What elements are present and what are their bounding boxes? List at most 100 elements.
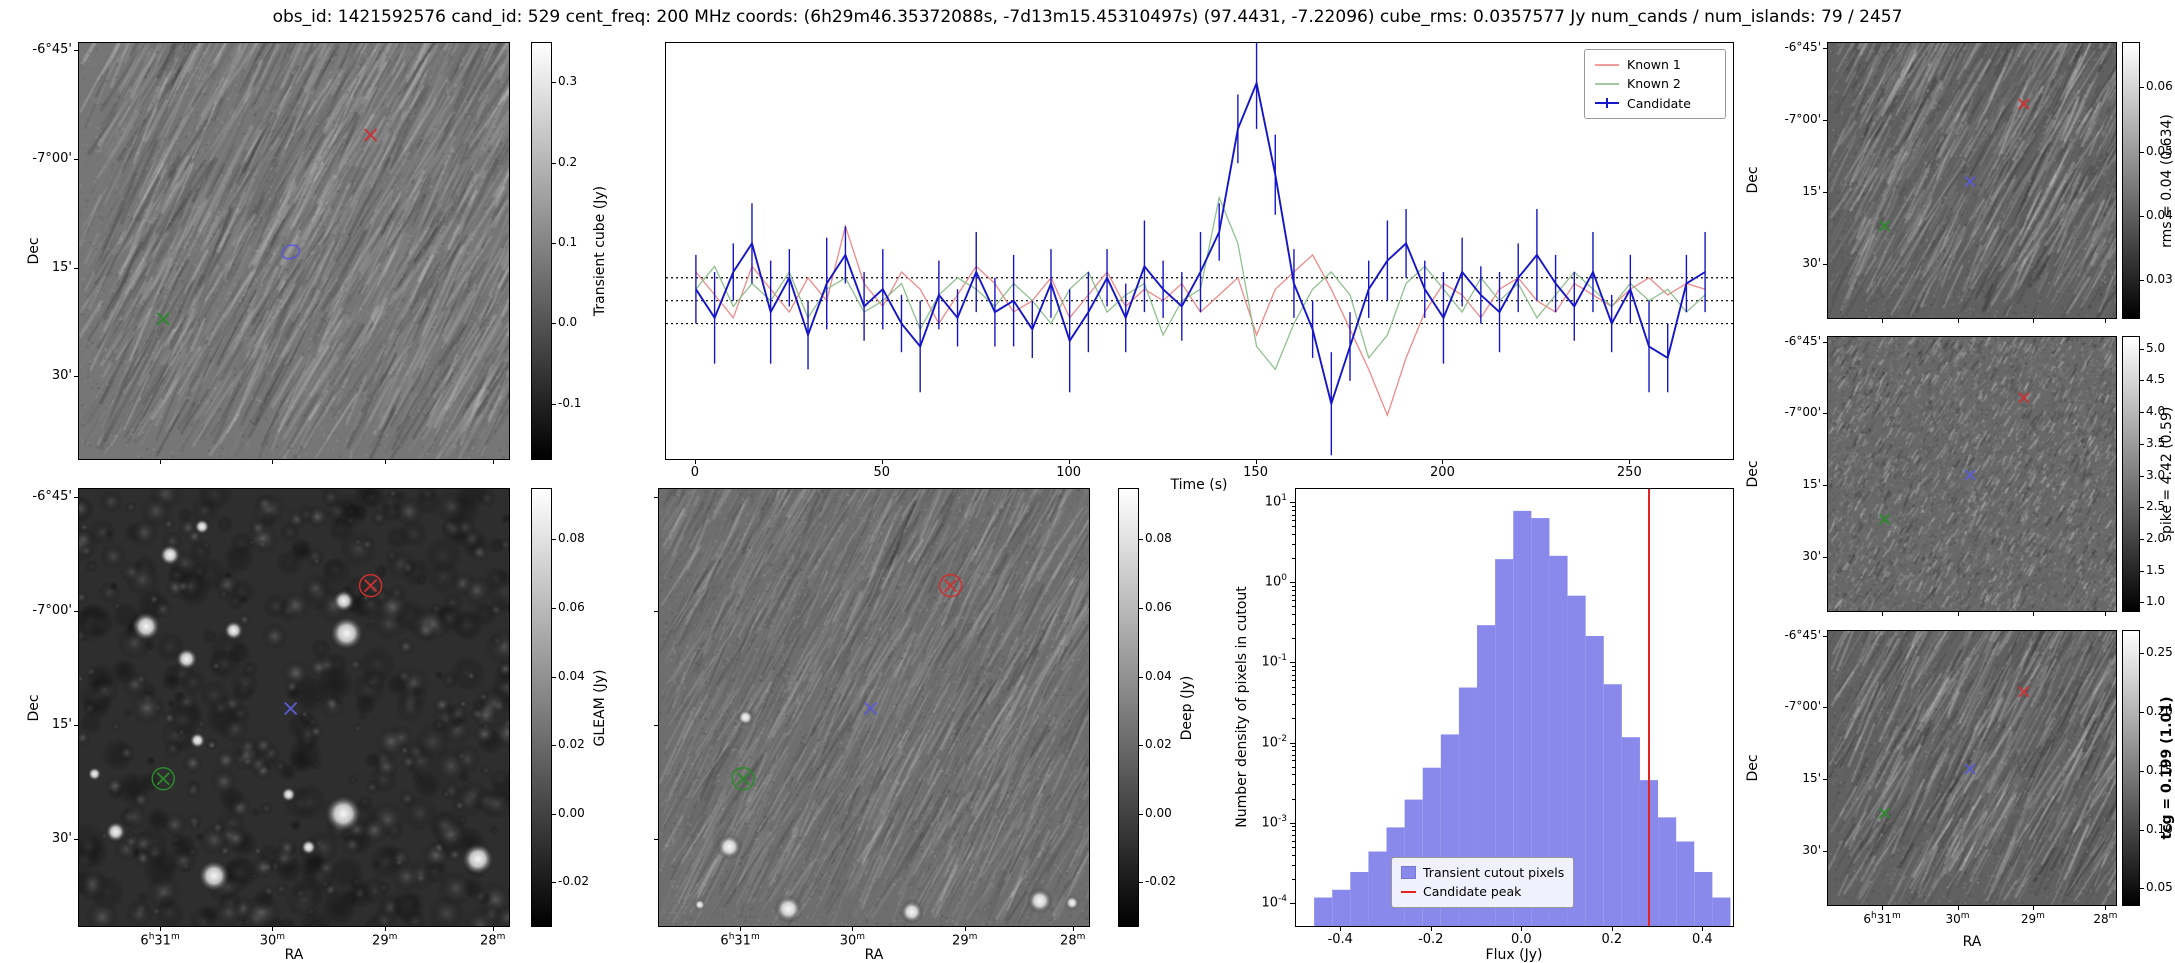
transient-colorbar <box>531 42 552 460</box>
transient-cutout-image <box>79 43 509 459</box>
density-minor-tick-mark <box>1292 614 1295 616</box>
gleam-colorbar <box>531 488 552 927</box>
density-minor-tick-mark <box>1292 760 1295 762</box>
dec-tick-label: -7°00' <box>1784 699 1821 714</box>
dec-tick-mark <box>1823 635 1827 637</box>
ra-tick-mark <box>1072 927 1074 931</box>
ra-tick-mark <box>2105 319 2107 323</box>
known-source-1-marker-x2 <box>363 578 378 593</box>
known-source-1-marker <box>2018 686 2030 698</box>
colorbar-tick-label: 0.0 <box>558 315 578 330</box>
time-axis-label: Time (s) <box>1170 477 1228 493</box>
colorbar-tick-mark <box>1139 539 1143 541</box>
colorbar-tick-mark <box>2140 888 2144 890</box>
gleam-cutout-image <box>79 489 509 926</box>
density-minor-tick-mark <box>1292 519 1295 521</box>
density-tick-mark <box>1290 662 1295 664</box>
colorbar-tick-label: 0.08 <box>1145 531 1172 546</box>
colorbar-tick-mark <box>1139 882 1143 884</box>
histogram-bar <box>1712 897 1731 926</box>
ra-tick-label: 29m <box>372 932 398 949</box>
density-tick-label: 10-3 <box>1261 813 1287 831</box>
candidate-marker-x2 <box>284 701 298 716</box>
colorbar-tick-mark <box>552 608 556 610</box>
colorbar-tick-label: 2.5 <box>2146 499 2166 514</box>
colorbar-tick-label: 3.5 <box>2146 435 2166 450</box>
time-tick-label: 150 <box>1243 465 1268 480</box>
lightcurve-panel <box>665 42 1734 460</box>
dec-tick-mark <box>1823 413 1827 415</box>
tcg-colorbar-label: tcg = 0.199 (1.01) <box>2159 696 2175 840</box>
density-minor-tick-mark <box>1292 558 1295 560</box>
known-source-2-marker <box>151 766 175 791</box>
known-source-1-marker <box>938 573 963 598</box>
known-source-1-marker-x2 <box>2018 98 2030 110</box>
deep-colorbar <box>1118 488 1139 927</box>
colorbar-tick-label: 0.05 <box>2146 880 2173 895</box>
ra-tick-label: 28m <box>480 932 506 949</box>
spike-colorbar <box>2122 336 2140 612</box>
deep-ra-axis-label: RA <box>864 947 884 963</box>
dec-tick-label: 15' <box>1802 183 1821 198</box>
histogram-bar <box>1368 851 1387 926</box>
candidate-marker <box>1964 763 1976 775</box>
density-minor-tick-mark <box>1292 750 1295 752</box>
colorbar-tick-label: 1.0 <box>2146 594 2166 609</box>
dec-tick-mark <box>74 725 78 727</box>
lightcurve-series-candidate <box>695 79 1706 408</box>
colorbar-tick-label: -0.02 <box>558 874 590 889</box>
ra-tick-mark <box>2032 319 2034 323</box>
histogram-bar <box>1531 518 1550 926</box>
density-minor-tick-mark <box>1292 624 1295 626</box>
candidate-marker-x2 <box>1964 175 1976 188</box>
colorbar-tick-label: 0.2 <box>558 154 578 169</box>
colorbar-tick-mark <box>2140 280 2144 282</box>
dec-tick-mark <box>74 496 78 498</box>
colorbar-tick-label: 5.0 <box>2146 340 2166 355</box>
colorbar-tick-label: 0.15 <box>2146 762 2173 777</box>
ra-tick-mark <box>492 460 494 464</box>
dec-tick-mark <box>1823 341 1827 343</box>
density-minor-tick-mark <box>1292 674 1295 676</box>
known-source-1-marker-circle <box>938 573 963 598</box>
colorbar-tick-mark <box>2140 443 2144 445</box>
colorbar-tick-mark <box>552 82 556 84</box>
density-minor-tick-mark <box>1292 686 1295 688</box>
transient-cutout-panel <box>78 42 510 460</box>
colorbar-tick-mark <box>2140 829 2144 831</box>
density-minor-tick-mark <box>1292 534 1295 535</box>
flux-tick-label: 0.0 <box>1510 932 1532 947</box>
dec-tick-label: -6°45' <box>1784 333 1821 348</box>
colorbar-tick-label: 4.5 <box>2146 372 2166 387</box>
colorbar-tick-mark <box>552 323 556 325</box>
density-minor-tick-mark <box>1292 774 1295 776</box>
dec-tick-label: -7°00' <box>1784 405 1821 420</box>
dec-tick-mark <box>654 496 658 498</box>
flux-tick-label: 0.2 <box>1601 932 1623 947</box>
colorbar-tick-mark <box>2140 348 2144 350</box>
gleam-marker-overlay <box>151 573 383 791</box>
ra-tick-mark <box>384 927 386 931</box>
histogram-bar <box>1567 595 1586 926</box>
colorbar-tick-mark <box>1139 608 1143 610</box>
colorbar-tick-mark <box>552 539 556 541</box>
colorbar-tick-mark <box>1139 745 1143 747</box>
density-tick-label: 100 <box>1264 573 1287 590</box>
density-axis-label: Number density of pixels in cutout <box>1234 586 1250 828</box>
ra-tick-mark <box>2032 612 2034 616</box>
ra-tick-mark <box>1882 906 1884 910</box>
tcg-cutout-panel <box>1827 630 2117 906</box>
colorbar-tick-label: 1.5 <box>2146 562 2166 577</box>
density-tick-label: 101 <box>1264 493 1287 510</box>
density-tick-mark <box>1290 822 1295 824</box>
colorbar-tick-mark <box>2140 215 2144 217</box>
density-minor-tick-mark <box>1292 840 1295 842</box>
density-minor-tick-mark <box>1292 694 1295 696</box>
dec-tick-label: -6°45' <box>32 42 72 58</box>
known-source-1-marker <box>363 128 378 142</box>
density-minor-tick-mark <box>1292 718 1295 720</box>
dec-tick-label: 30' <box>51 831 72 847</box>
candidate-marker-ellipse <box>281 244 301 260</box>
time-tick-mark <box>881 460 883 464</box>
spike-colorbar-label: spike = 4.42 (0.59) <box>2159 406 2175 542</box>
